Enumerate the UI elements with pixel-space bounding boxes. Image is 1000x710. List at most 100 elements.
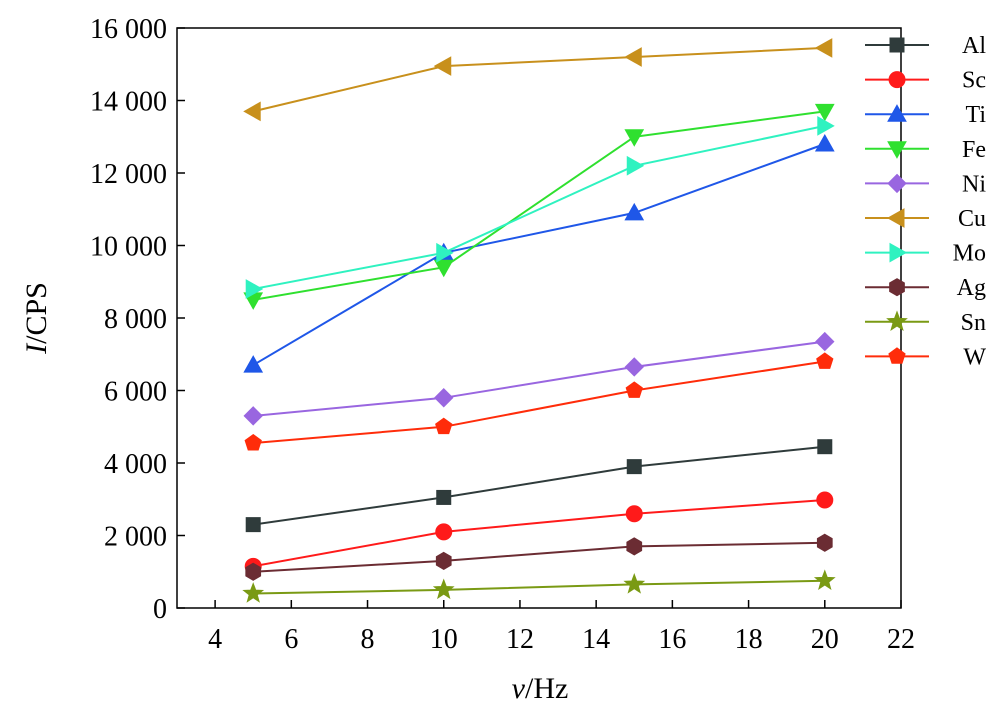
y-tick-label: 6 000 bbox=[104, 377, 167, 408]
x-tick-label: 4 bbox=[208, 624, 222, 655]
x-tick-label: 10 bbox=[430, 624, 458, 655]
data-point-mo bbox=[626, 155, 645, 176]
data-point-fe bbox=[624, 129, 645, 147]
data-point-ag bbox=[626, 537, 643, 556]
y-axis-title-unit: /CPS bbox=[20, 282, 53, 344]
legend-label: Cu bbox=[958, 206, 986, 232]
series-ag bbox=[245, 533, 833, 581]
legend-label: W bbox=[963, 344, 986, 370]
data-point-al bbox=[436, 489, 452, 505]
series-line-sc bbox=[253, 499, 825, 568]
series-line-al bbox=[253, 445, 825, 526]
y-tick-label: 12 000 bbox=[90, 159, 167, 190]
legend-marker bbox=[889, 242, 908, 263]
series-line-ni bbox=[253, 340, 825, 417]
data-point-ni bbox=[624, 357, 644, 377]
legend-marker bbox=[888, 347, 906, 364]
data-point-ag bbox=[816, 533, 833, 552]
y-axis-title-var: I bbox=[20, 342, 53, 355]
legend-item-ag: Ag bbox=[865, 275, 986, 301]
x-axis-title-var: v bbox=[512, 672, 526, 705]
series-line-w bbox=[253, 360, 825, 445]
legend-marker bbox=[888, 71, 906, 89]
data-point-sn bbox=[813, 569, 836, 591]
x-tick-label: 22 bbox=[887, 624, 915, 655]
legend-label: Ti bbox=[966, 102, 987, 128]
y-tick-label: 8 000 bbox=[104, 304, 167, 335]
legend-marker bbox=[887, 104, 907, 122]
data-point-ti bbox=[243, 355, 264, 373]
legend-marker bbox=[887, 173, 907, 194]
data-point-sn bbox=[623, 573, 646, 594]
series-al bbox=[245, 439, 833, 533]
data-point-ni bbox=[815, 331, 835, 352]
data-point-mo bbox=[245, 279, 264, 299]
legend-label: Mo bbox=[953, 241, 986, 267]
x-tick-label: 6 bbox=[284, 624, 298, 655]
data-point-cu bbox=[814, 38, 833, 58]
data-point-mo bbox=[817, 116, 835, 136]
series-line-ag bbox=[253, 541, 825, 573]
y-tick-label: 2 000 bbox=[104, 522, 167, 553]
x-tick-label: 18 bbox=[735, 624, 763, 655]
data-point-ti bbox=[624, 202, 645, 221]
series-fe bbox=[243, 103, 835, 310]
x-tick-label: 12 bbox=[506, 624, 534, 655]
y-tick-label: 0 bbox=[153, 594, 167, 625]
data-point-al bbox=[245, 517, 261, 533]
legend-item-ti: Ti bbox=[865, 102, 986, 128]
data-point-w bbox=[625, 381, 643, 398]
legend-item-fe: Fe bbox=[865, 137, 986, 163]
legend-item-mo: Mo bbox=[865, 241, 986, 267]
legend-label: Fe bbox=[962, 137, 986, 163]
legend-item-cu: Cu bbox=[865, 206, 986, 232]
series-sc bbox=[244, 491, 834, 575]
data-point-sn bbox=[432, 578, 455, 600]
legend-label: Sn bbox=[961, 310, 986, 336]
x-tick-label: 8 bbox=[361, 624, 375, 655]
data-point-ni bbox=[434, 388, 454, 408]
legend-label: Al bbox=[962, 33, 986, 59]
legend-marker bbox=[889, 37, 905, 53]
y-tick-label: 4 000 bbox=[104, 449, 167, 480]
data-point-sc bbox=[816, 491, 834, 509]
data-point-w bbox=[244, 433, 262, 451]
x-axis-title-unit: /Hz bbox=[525, 672, 568, 705]
data-point-cu bbox=[624, 47, 642, 67]
series-line-sn bbox=[253, 579, 825, 595]
data-point-mo bbox=[436, 242, 454, 263]
data-point-sc bbox=[435, 523, 453, 541]
data-point-fe bbox=[433, 259, 454, 278]
legend-item-sc: Sc bbox=[865, 68, 986, 94]
y-tick-label: 14 000 bbox=[90, 87, 167, 118]
series-ti bbox=[243, 133, 835, 373]
legend-label: Ag bbox=[957, 275, 986, 301]
data-point-al bbox=[817, 439, 833, 455]
y-tick-label: 16 000 bbox=[90, 14, 167, 45]
data-point-al bbox=[626, 459, 642, 475]
data-point-fe bbox=[814, 103, 835, 122]
data-point-ag bbox=[435, 551, 452, 570]
series-line-ti bbox=[252, 143, 826, 366]
data-point-ni bbox=[243, 406, 263, 426]
series-w bbox=[244, 352, 834, 451]
series-mo bbox=[245, 116, 835, 299]
data-point-cu bbox=[243, 101, 261, 122]
series-cu bbox=[243, 38, 833, 122]
x-axis-title: v/Hz bbox=[512, 672, 569, 705]
y-axis-title: I/CPS bbox=[20, 282, 53, 355]
legend-item-al: Al bbox=[865, 33, 986, 59]
legend-item-sn: Sn bbox=[865, 310, 986, 336]
series-line-mo bbox=[253, 124, 826, 290]
legend-label: Ni bbox=[962, 171, 986, 197]
legend-label: Sc bbox=[962, 68, 986, 94]
data-point-ti bbox=[814, 133, 835, 152]
x-tick-label: 20 bbox=[811, 624, 839, 655]
plot-area: 4 6 8 10 12 14 16 18 20 22 0 2 000 4 000 6 000 8 000 10… bbox=[90, 14, 915, 655]
legend-marker bbox=[887, 141, 907, 159]
legend-item-ni: Ni bbox=[865, 171, 986, 197]
x-tick-label: 14 bbox=[582, 624, 610, 655]
series-ni bbox=[243, 331, 835, 426]
data-point-sn bbox=[242, 582, 265, 603]
